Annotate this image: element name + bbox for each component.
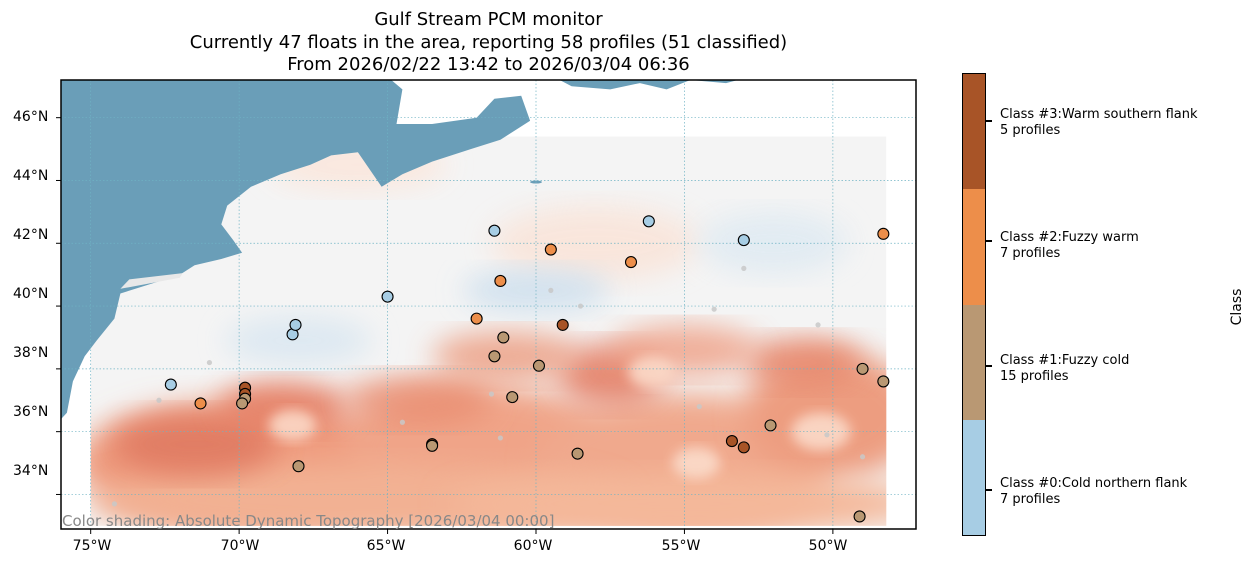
adt-blob	[699, 211, 848, 275]
float-marker-class-1	[856, 362, 869, 375]
float-marker-class-1	[506, 391, 519, 404]
colorbar-tick-3	[986, 120, 992, 122]
float-marker-class-0	[381, 290, 394, 303]
float-marker-class-1	[877, 375, 890, 388]
unclassified-profile-point	[577, 303, 584, 309]
map-frame	[60, 79, 917, 530]
colorbar-class-2	[963, 189, 985, 305]
colorbar-label-class-3: Class #3:Warm southern flank 5 profiles	[1000, 107, 1198, 139]
unclassified-profile-point	[815, 322, 821, 328]
unclassified-profile-point	[741, 265, 747, 271]
float-marker-class-1	[571, 447, 584, 460]
float-marker-class-0	[737, 234, 750, 247]
float-marker-class-0	[289, 318, 302, 331]
float-marker-class-1	[497, 331, 510, 344]
y-tick-34n: 34°N	[13, 463, 49, 479]
shading-caption: Color shading: Absolute Dynamic Topograp…	[62, 512, 555, 530]
y-tick-40n: 40°N	[13, 286, 49, 302]
chart-subtitle: Currently 47 floats in the area, reporti…	[189, 32, 788, 53]
colorbar-tick-0	[986, 489, 992, 491]
float-marker-class-1	[532, 359, 546, 372]
axis-tick-marks	[56, 117, 834, 534]
landmass	[61, 80, 738, 420]
newfoundland-land	[559, 80, 738, 90]
x-tick-55w: 55°W	[661, 538, 701, 554]
float-marker-class-0	[164, 378, 177, 391]
colorbar-label-class-0: Class #0:Cold northern flank 7 profiles	[1000, 476, 1187, 508]
class-1-count: 15 profiles	[1000, 369, 1069, 384]
float-marker-class-2	[624, 256, 638, 269]
adt-blob	[447, 472, 887, 526]
class-3-count: 5 profiles	[1000, 123, 1061, 138]
y-tick-38n: 38°N	[13, 345, 49, 361]
colorbar-label-class-1: Class #1:Fuzzy cold 15 profiles	[1000, 353, 1129, 385]
unclassified-profile-point	[548, 287, 554, 293]
float-marker-class-0	[642, 215, 655, 228]
class-2-count: 7 profiles	[1000, 246, 1061, 261]
float-marker-class-2	[194, 397, 207, 410]
float-marker-class-1	[426, 439, 439, 452]
chart-title: Gulf Stream PCM monitor	[374, 9, 603, 30]
y-tick-36n: 36°N	[13, 404, 49, 420]
unclassified-profile-point	[824, 432, 830, 438]
float-marker-class-2	[877, 227, 890, 240]
float-marker-class-3	[725, 435, 738, 448]
class-2-name: Class #2:Fuzzy warm	[1000, 230, 1139, 245]
float-marker-class-1	[236, 397, 249, 410]
unclassified-profile-point	[156, 397, 162, 403]
class-3-name: Class #3:Warm southern flank	[1000, 107, 1198, 122]
float-marker-class-3	[556, 318, 569, 331]
adt-blob	[672, 447, 721, 479]
adt-blob	[743, 337, 863, 388]
grid-lines	[61, 80, 916, 529]
adt-blob	[628, 356, 676, 388]
colorbar-class-3	[963, 74, 985, 190]
float-marker-class-3	[737, 441, 750, 454]
float-marker-class-1	[853, 510, 866, 523]
float-marker-class-0	[488, 224, 501, 237]
colorbar-tick-2	[986, 240, 992, 242]
long-island-sound	[120, 273, 183, 289]
float-markers	[164, 215, 890, 523]
adt-blob	[111, 412, 278, 476]
float-marker-class-1	[488, 350, 501, 363]
class-1-name: Class #1:Fuzzy cold	[1000, 353, 1130, 368]
unclassified-profile-point	[696, 403, 702, 410]
float-marker-class-2	[494, 274, 507, 288]
colorbar-tick-1	[986, 365, 992, 367]
colorbar-class-1	[963, 304, 985, 420]
y-tick-46n: 46°N	[13, 109, 49, 125]
north-america-land	[61, 80, 531, 420]
unclassified-profile-point	[399, 419, 406, 425]
unclassified-profile-point	[497, 435, 503, 441]
class-0-count: 7 profiles	[1000, 492, 1061, 507]
y-tick-42n: 42°N	[13, 227, 49, 243]
x-tick-50w: 50°W	[808, 538, 848, 554]
colorbar-label-class-2: Class #2:Fuzzy warm 7 profiles	[1000, 230, 1139, 262]
x-tick-65w: 65°W	[366, 538, 406, 554]
x-tick-70w: 70°W	[220, 538, 260, 554]
class-0-name: Class #0:Cold northern flank	[1000, 476, 1188, 491]
adt-blob	[224, 315, 373, 366]
chart-date-range: From 2026/02/22 13:42 to 2026/03/04 06:3…	[287, 54, 690, 75]
unclassified-profile-point	[111, 501, 118, 507]
float-marker-class-2	[544, 243, 557, 256]
unclassified-profile-point	[488, 391, 495, 397]
class-colorbar	[962, 73, 986, 536]
x-tick-75w: 75°W	[72, 538, 112, 554]
y-tick-44n: 44°N	[13, 168, 49, 184]
unclassified-profile-point	[206, 359, 213, 366]
colorbar-class-0	[963, 419, 985, 535]
adt-blob	[343, 375, 492, 426]
unclassified-profile-point	[859, 454, 866, 460]
colorbar-title: Class	[1229, 288, 1245, 326]
float-marker-class-1	[764, 419, 777, 432]
x-tick-60w: 60°W	[513, 538, 553, 554]
float-marker-class-2	[470, 312, 483, 325]
adt-blob	[268, 409, 317, 442]
adt-shading-field	[90, 136, 887, 526]
float-marker-class-1	[292, 460, 305, 473]
unclassified-profile-point	[711, 306, 717, 312]
